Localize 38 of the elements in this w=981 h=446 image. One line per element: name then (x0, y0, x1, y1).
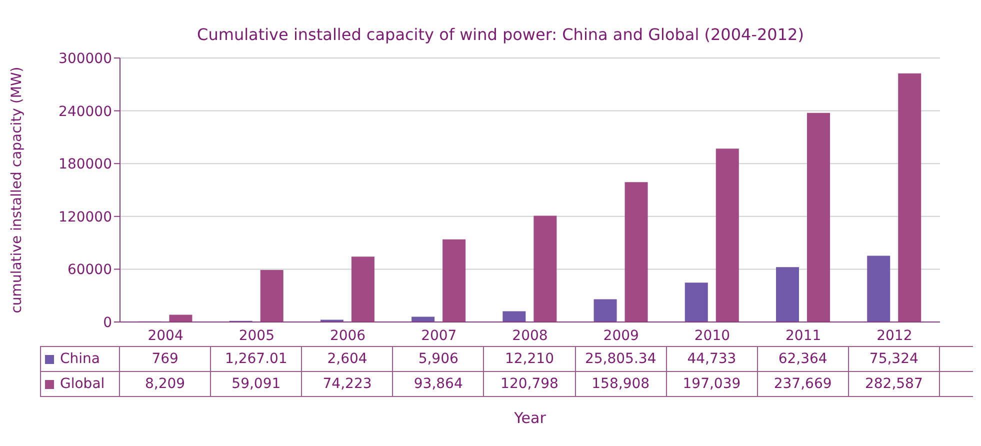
data-label: 8,209 (120, 372, 212, 396)
y-tick-label: 0 (103, 314, 112, 331)
data-label: 75,324 (848, 347, 940, 371)
data-label: 93,864 (393, 372, 484, 396)
x-tick-label: 2010 (694, 328, 730, 344)
y-tick-label: 300000 (58, 50, 112, 67)
x-tick-label: 2009 (603, 328, 639, 344)
x-tick-label: 2004 (148, 328, 184, 344)
x-tick-label: 2007 (421, 328, 457, 344)
data-label: 120,798 (484, 372, 576, 396)
data-label: 1,267.01 (211, 347, 302, 371)
data-label: 25,805.34 (576, 347, 667, 371)
data-label: 62,364 (758, 347, 849, 371)
data-label: 5,906 (393, 347, 484, 371)
data-label: 59,091 (211, 372, 302, 396)
y-tick-label: 120000 (58, 209, 112, 226)
x-tick-label: 2011 (786, 328, 822, 344)
data-label: 282,587 (848, 372, 940, 396)
y-tick-label: 240000 (58, 104, 112, 120)
data-label: 769 (120, 347, 212, 371)
x-tick-label: 2012 (876, 328, 912, 344)
data-label: 197,039 (666, 372, 758, 396)
y-tick-label: 180000 (58, 156, 112, 173)
chart-title: Cumulative installed capacity of wind power: China and Global (2004-2012) (197, 25, 804, 44)
y-axis-title: cumulative installed capacity (MW) (8, 66, 25, 314)
data-label: 44,733 (666, 347, 758, 371)
x-tick-label: 2008 (512, 328, 548, 344)
data-label: 237,669 (758, 372, 849, 396)
data-label: 12,210 (484, 347, 576, 371)
legend-label: China (60, 350, 100, 369)
data-label: 158,908 (576, 372, 667, 396)
x-tick-label: 2006 (330, 328, 366, 344)
data-label: 2,604 (302, 347, 394, 371)
x-axis-title: Year (513, 409, 547, 427)
data-label: 74,223 (302, 372, 394, 396)
x-tick-label: 2005 (238, 328, 274, 344)
y-tick-label: 60000 (67, 262, 112, 278)
legend-label: Global (60, 375, 105, 394)
